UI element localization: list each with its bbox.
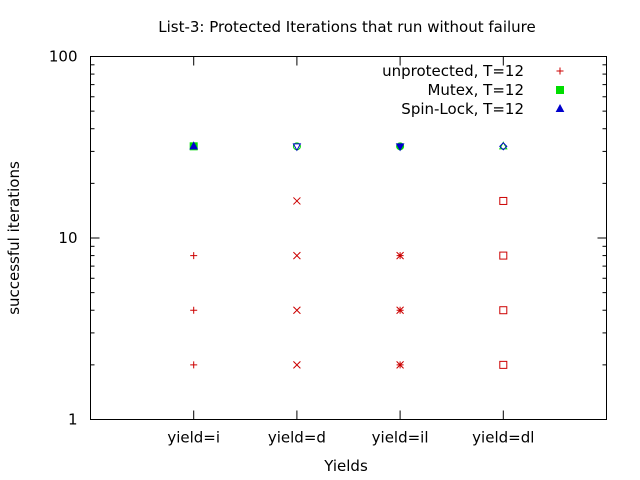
y-tick-label: 1 — [68, 411, 78, 429]
data-point — [190, 361, 198, 369]
data-point — [396, 361, 404, 369]
data-point — [395, 143, 405, 152]
axis-ticks — [90, 56, 607, 420]
data-point — [190, 306, 198, 314]
x-tick-label: yield=il — [372, 429, 429, 447]
data-point — [190, 252, 198, 260]
legend-label: Mutex, T=12 — [427, 81, 524, 99]
data-point — [293, 361, 301, 369]
x-axis-label: Yields — [323, 457, 368, 475]
y-tick-label: 100 — [49, 48, 78, 66]
plot-frame — [90, 56, 607, 420]
series-2 — [189, 141, 508, 151]
x-tick-label: yield=d — [268, 429, 326, 447]
legend-label: Spin-Lock, T=12 — [401, 100, 524, 118]
data-point — [293, 306, 301, 315]
legend-marker — [556, 86, 564, 94]
data-point — [293, 251, 301, 260]
data-points — [189, 141, 508, 369]
data-point — [396, 251, 404, 260]
data-point — [499, 251, 508, 260]
data-point — [396, 306, 404, 315]
data-point — [292, 143, 302, 152]
y-axis-label: successful iterations — [5, 161, 23, 315]
data-point — [499, 360, 508, 369]
series-1 — [190, 196, 508, 369]
data-point — [499, 306, 508, 315]
data-point — [293, 197, 301, 205]
x-tick-label: yield=i — [167, 429, 220, 447]
legend-marker — [555, 103, 565, 112]
series-3 — [189, 141, 508, 152]
data-point — [498, 141, 508, 150]
legend-marker — [556, 67, 564, 75]
chart-title: List-3: Protected Iterations that run wi… — [158, 18, 535, 36]
x-tick-label: yield=dl — [472, 429, 534, 447]
data-point — [189, 141, 199, 150]
tick-labels: 1 10 100 yield=i yield=d yield=il yield=dl — [49, 48, 535, 447]
y-tick-label: 10 — [58, 229, 77, 247]
legend-label: unprotected, T=12 — [382, 62, 524, 80]
data-point — [499, 196, 508, 205]
data-point — [499, 142, 508, 151]
